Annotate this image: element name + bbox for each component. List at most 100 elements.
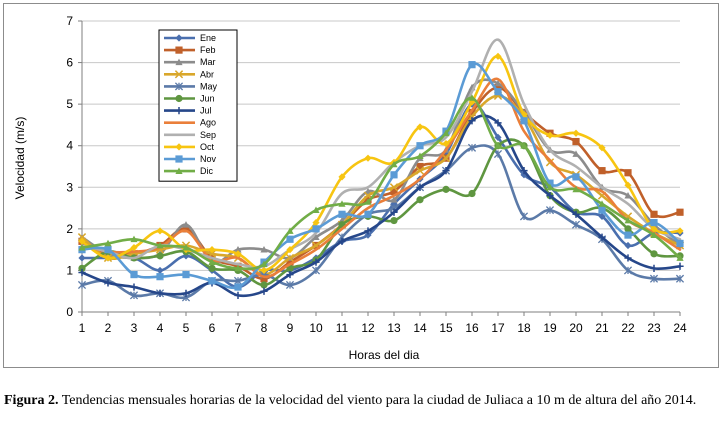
data-point [416, 123, 424, 131]
data-point [338, 237, 346, 245]
data-point [208, 258, 216, 265]
data-point [390, 187, 398, 196]
data-point [208, 277, 216, 285]
data-point [312, 219, 320, 227]
data-point [572, 150, 580, 157]
data-point [624, 181, 632, 189]
data-point [520, 117, 528, 125]
legend-item-ene: Ene [164, 33, 216, 43]
data-point [416, 142, 424, 150]
x-axis-title: Horas del dia [349, 348, 420, 362]
data-point [390, 216, 398, 225]
legend-label: Feb [200, 45, 216, 55]
data-point [441, 154, 451, 163]
data-point [130, 235, 138, 243]
x-tick-label: 10 [309, 321, 323, 335]
data-point [77, 233, 87, 242]
x-tick-label: 17 [491, 321, 505, 335]
data-point [285, 280, 295, 290]
chart-frame: 0 1 2 3 4 5 6 7 1 2 3 4 5 6 7 8 9 10 11 12 13 14 15 16 17 18 19 20 2… [3, 3, 719, 368]
data-point [494, 133, 502, 141]
data-point [468, 189, 476, 198]
data-point [650, 210, 658, 218]
legend-marker [175, 34, 183, 42]
data-point [624, 169, 632, 177]
data-point [598, 167, 606, 175]
data-point [624, 254, 632, 262]
data-point [78, 254, 86, 262]
y-axis-title: Velocidad (m/s) [13, 117, 27, 200]
data-point [493, 149, 503, 159]
data-point [364, 231, 372, 239]
data-point [285, 253, 295, 263]
legend-item-dic: Dic [164, 166, 213, 176]
data-point [130, 270, 138, 279]
x-tick-label: 8 [261, 321, 268, 335]
x-tick-label: 11 [336, 321, 349, 335]
data-point [156, 241, 164, 249]
data-point [286, 258, 294, 266]
data-point [572, 173, 580, 181]
x-tick-label: 22 [621, 321, 635, 335]
data-point [260, 246, 268, 253]
data-point [182, 221, 190, 228]
legend-label: Dic [200, 166, 213, 176]
series-nov [78, 61, 684, 291]
data-point [623, 266, 633, 275]
data-point [442, 129, 450, 137]
legend-label: Jul [200, 106, 212, 116]
data-point [390, 196, 398, 203]
data-point [494, 83, 502, 92]
data-point [130, 283, 138, 291]
legend-box [158, 29, 238, 182]
legend-label: May [200, 81, 218, 91]
data-point [364, 187, 372, 195]
data-point [415, 166, 425, 175]
data-point [546, 192, 554, 200]
data-point [442, 140, 450, 148]
legend-marker [175, 107, 183, 115]
data-point [104, 279, 112, 287]
legend-item-mar: Mar [164, 57, 216, 67]
caption-text: Tendencias mensuales horarias de la velo… [58, 393, 697, 408]
y-tick-label: 5 [66, 97, 73, 111]
data-point [416, 183, 424, 191]
data-point [494, 88, 502, 96]
x-tick-label: 1 [79, 321, 86, 335]
data-point [260, 266, 268, 275]
data-point [676, 208, 684, 216]
series-line-ago [80, 77, 682, 279]
legend-item-oct: Oct [164, 142, 215, 152]
data-point [338, 210, 346, 218]
data-point [442, 185, 450, 193]
data-point [676, 262, 684, 270]
data-point [104, 254, 112, 262]
series-ago [80, 77, 682, 279]
data-point [624, 231, 632, 239]
data-point [416, 196, 424, 204]
data-point [234, 291, 242, 299]
data-point [364, 210, 372, 218]
y-tick-label: 3 [66, 180, 73, 194]
data-point [624, 241, 632, 250]
data-point [675, 274, 685, 283]
data-point [78, 237, 86, 245]
legend-item-jun: Jun [164, 94, 215, 104]
data-point [624, 192, 632, 199]
data-point [260, 281, 268, 289]
data-point [311, 266, 321, 275]
legend-label: Ene [200, 33, 216, 43]
data-point [234, 264, 242, 272]
data-point [208, 264, 216, 272]
data-point [182, 270, 190, 279]
data-point [494, 79, 502, 87]
data-point [364, 227, 372, 235]
data-point [494, 119, 502, 127]
data-point [598, 212, 606, 220]
data-point [182, 243, 190, 251]
legend-item-may: May [164, 81, 218, 91]
data-point [572, 137, 580, 146]
legend-label: Nov [200, 154, 217, 164]
data-point [156, 289, 164, 297]
